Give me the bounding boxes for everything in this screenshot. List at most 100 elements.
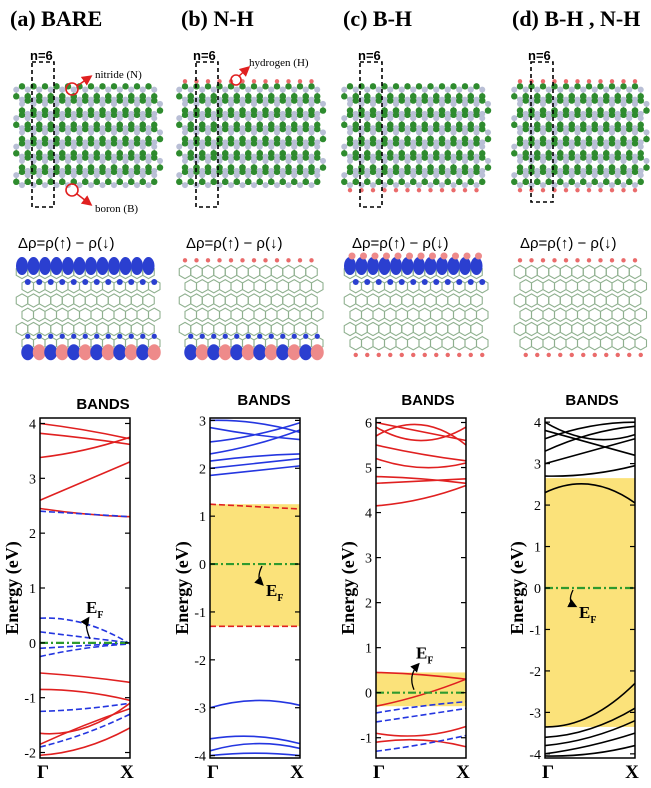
nitrogen-atom [228, 125, 234, 132]
nitrogen-atom [416, 96, 422, 103]
spin-density-lobe [303, 333, 309, 339]
boron-atom [392, 83, 400, 90]
nitrogen-atom [245, 86, 252, 93]
hexagon [435, 321, 449, 337]
nitrogen-atom [410, 172, 417, 179]
spin-density-lobe [355, 257, 368, 275]
hexagon [355, 293, 368, 308]
boron-atom [444, 125, 451, 133]
boron-atom [76, 111, 83, 119]
boron-atom [473, 83, 480, 90]
nitrogen-atom [545, 86, 552, 93]
nitrogen-atom [187, 167, 194, 174]
nitrogen-atom [433, 115, 440, 122]
nitrogen-atom [151, 143, 158, 150]
nitrogen-atom [352, 86, 359, 93]
nitrogen-atom [392, 100, 399, 107]
nitrogen-atom [110, 100, 117, 107]
spin-density-lobe [352, 279, 359, 285]
hydrogen-atom [598, 258, 603, 263]
band-line [544, 421, 636, 441]
nitrogen-atom [273, 100, 280, 107]
nitrogen-atom [82, 172, 89, 179]
band-line [209, 742, 301, 752]
nitrogen-atom [347, 125, 353, 132]
nitrogen-atom [522, 110, 529, 117]
hexagon [236, 321, 249, 337]
spin-density-lobe [21, 344, 35, 361]
hexagon [536, 293, 550, 308]
boron-atom [562, 168, 570, 176]
hexagon [634, 278, 648, 294]
hexagon [207, 307, 221, 323]
nitrogen-atom [632, 182, 638, 189]
hexagon [101, 307, 115, 323]
nitrogen-atom [99, 182, 106, 189]
nitrogen-atom [36, 139, 43, 146]
nitrogen-atom [314, 167, 321, 174]
nitrogen-atom [568, 86, 575, 93]
nitrogen-atom [41, 100, 48, 107]
y-axis-label: Energy (eV) [507, 541, 528, 634]
nitrogen-atom [110, 157, 117, 164]
nitrogen-atom [285, 125, 292, 132]
spin-density-lobe [314, 333, 320, 339]
band-gap-region [210, 504, 300, 627]
nitrogen-atom [99, 100, 106, 107]
hydrogen-atom [468, 352, 473, 358]
boron-atom [603, 154, 610, 161]
boron-atom [574, 140, 581, 147]
boron-atom [262, 140, 269, 147]
nitrogen-atom [116, 115, 123, 122]
boron-atom [133, 83, 141, 90]
boron-atom [256, 97, 263, 104]
nitrogen-atom [614, 139, 621, 146]
nitrogen-atom [591, 143, 598, 150]
boron-atom [314, 178, 321, 186]
hydrogen-atom [540, 79, 546, 84]
band-line [39, 727, 131, 757]
nitrogen-atom [70, 139, 77, 146]
nitrogen-atom [352, 143, 359, 150]
nitrogen-atom [427, 153, 434, 160]
spin-density-lobe [78, 344, 92, 361]
nitrogen-atom [563, 153, 569, 160]
hexagon [525, 321, 538, 337]
spin-density-lobe [36, 333, 42, 339]
nitrogen-atom [522, 86, 529, 93]
boron-atom [522, 97, 529, 104]
nitrogen-atom [591, 172, 598, 179]
spin-density-lobe [113, 344, 127, 361]
hexagon [548, 321, 561, 337]
boron-atom [245, 154, 252, 161]
hexagon [50, 321, 63, 337]
nitrogen-atom [609, 96, 615, 103]
boron-atom [467, 154, 474, 161]
nitrogen-atom [574, 182, 581, 189]
boron-atom [591, 178, 598, 186]
band-line [39, 713, 131, 748]
nitrogen-atom [53, 100, 60, 107]
spin-density-lobe [73, 257, 86, 275]
nitrogen-atom [473, 125, 480, 132]
boron-atom [597, 111, 604, 119]
boron-atom [291, 178, 298, 186]
boron-atom [93, 97, 100, 104]
boron-atom [239, 111, 246, 119]
nitrogen-atom [273, 129, 280, 136]
boron-atom [545, 154, 552, 161]
hydrogen-atom [598, 187, 603, 193]
nitrogen-atom [262, 182, 269, 189]
boron-atom [105, 154, 112, 161]
nitrogen-atom [427, 125, 434, 132]
boron-atom [415, 168, 423, 176]
hydrogen-atom [592, 352, 597, 358]
nitrogen-atom [620, 157, 627, 164]
hexagon [305, 321, 318, 337]
hexagon [599, 307, 613, 323]
hydrogen-atom [598, 79, 603, 84]
nitrogen-atom [65, 153, 71, 160]
unit-cell-box-d [530, 61, 554, 203]
boron-atom [87, 83, 95, 90]
boron-atom [456, 178, 463, 186]
